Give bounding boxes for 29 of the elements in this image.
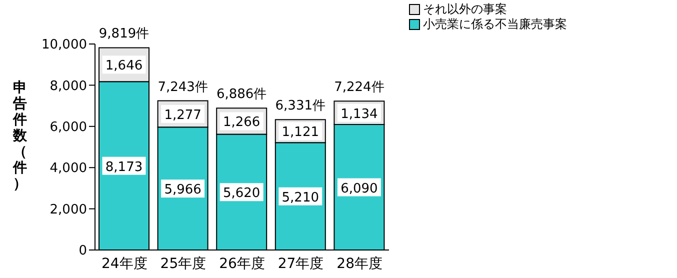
x-tick-label: 27年度 bbox=[278, 256, 324, 272]
data-label: 8,173 bbox=[105, 160, 143, 175]
legend-label: それ以外の事案 bbox=[423, 2, 507, 17]
total-label: 7,224件 bbox=[334, 80, 384, 96]
y-tick-label: 0 bbox=[78, 244, 87, 259]
y-axis-title: 申告件数（件） bbox=[12, 80, 28, 192]
x-tick-label: 28年度 bbox=[336, 256, 383, 272]
y-tick-label: 10,000 bbox=[42, 38, 87, 53]
x-tick-label: 24年度 bbox=[101, 256, 148, 272]
y-tick-label: 6,000 bbox=[50, 120, 87, 136]
total-label: 6,331件 bbox=[275, 98, 326, 114]
y-tick-label: 2,000 bbox=[50, 202, 87, 218]
data-label: 6,090 bbox=[340, 181, 378, 196]
data-label: 5,620 bbox=[222, 186, 260, 202]
data-label: 1,277 bbox=[164, 108, 202, 123]
data-label: 1,121 bbox=[282, 125, 320, 140]
total-label: 6,886件 bbox=[216, 87, 267, 102]
y-tick-label: 4,000 bbox=[50, 161, 87, 176]
data-label: 5,966 bbox=[164, 182, 202, 198]
data-label: 1,134 bbox=[340, 106, 378, 122]
total-label: 9,819件 bbox=[98, 26, 150, 42]
x-tick-label: 26年度 bbox=[219, 256, 265, 272]
legend-label: 小売業に係る不当廉売事案 bbox=[423, 17, 567, 32]
data-label: 1,266 bbox=[222, 115, 260, 130]
total-label: 7,243件 bbox=[158, 80, 208, 95]
y-tick-label: 8,000 bbox=[50, 78, 87, 94]
data-label: 1,646 bbox=[105, 58, 143, 74]
x-tick-label: 25年度 bbox=[160, 256, 206, 272]
data-label: 5,210 bbox=[282, 190, 320, 206]
